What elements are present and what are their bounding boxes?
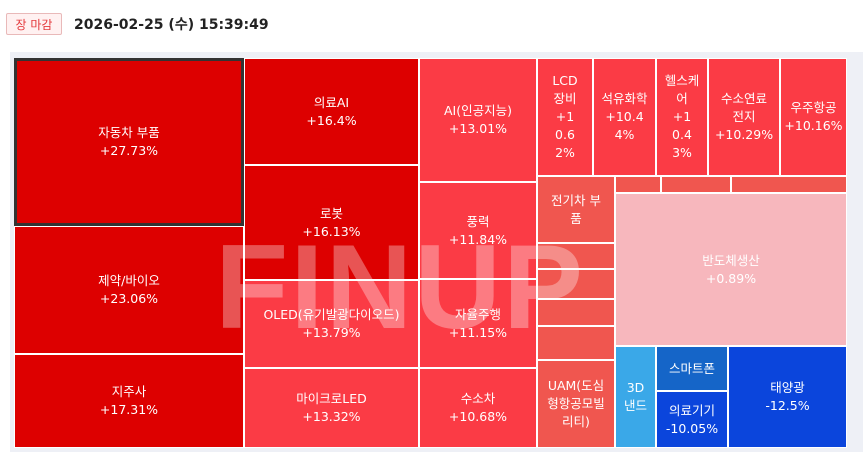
tile-solar[interactable]: 태양광 -12.5% (728, 346, 847, 448)
tile-small-5[interactable] (537, 269, 615, 299)
tile-change: +10.16% (784, 118, 843, 133)
tile-healthcare[interactable]: 헬스케어 +10.43% (656, 58, 708, 176)
tile-change: +10.29% (714, 127, 774, 142)
tile-name: 자율주행 (454, 306, 501, 322)
tile-3d-nand[interactable]: 3D 낸드 (615, 346, 656, 448)
tile-name: 로봇 (319, 205, 343, 221)
sector-treemap: 자동차 부품 +27.73% 제약/바이오 +23.06% 지주사 +17.31… (10, 52, 863, 452)
tile-name: 석유화학 (601, 91, 648, 106)
tile-ai[interactable]: AI(인공지능) +13.01% (419, 58, 537, 182)
tile-pharma-bio[interactable]: 제약/바이오 +23.06% (14, 226, 244, 354)
tile-name: 3D 낸드 (623, 380, 647, 413)
tile-name: OLED(유기발광다이오드) (263, 307, 400, 322)
tile-change: +23.06% (99, 291, 159, 306)
tile-small-1[interactable] (615, 176, 661, 193)
tile-small-2[interactable] (661, 176, 731, 193)
tile-name: 지주사 (111, 384, 147, 399)
tile-small-6[interactable] (537, 299, 615, 326)
tile-change: +0.89% (705, 270, 757, 286)
header-bar: 장 마감 2026-02-25 (수) 15:39:49 (0, 0, 863, 48)
tile-name: 제약/바이오 (98, 273, 160, 288)
tile-lcd-equipment[interactable]: LCD 장비 +10.62% (537, 58, 593, 176)
tile-semiconductor-production[interactable]: 반도체생산 +0.89% (615, 193, 847, 346)
tile-smartphone[interactable]: 스마트폰 (656, 346, 728, 391)
tile-change: +11.15% (448, 324, 508, 340)
tile-autonomous-driving[interactable]: 자율주행 +11.15% (419, 279, 537, 368)
tile-change: -10.05% (665, 420, 719, 436)
tile-petrochemical[interactable]: 석유화학 +10.44% (593, 58, 656, 176)
tile-name: 반도체생산 (702, 252, 760, 268)
tile-name: 수소차 (460, 391, 496, 406)
tile-change: +11.84% (448, 231, 508, 247)
tile-robot[interactable]: 로봇 +16.13% (244, 165, 419, 280)
tile-name: 헬스케어 (664, 73, 700, 106)
tile-aerospace[interactable]: 우주항공 +10.16% (780, 58, 847, 176)
tile-small-3[interactable] (731, 176, 847, 193)
tile-name: 자동차 부품 (98, 125, 160, 140)
tile-name: AI(인공지능) (444, 103, 512, 118)
tile-name: 의료AI (313, 94, 350, 110)
tile-change: +27.73% (99, 143, 159, 158)
tile-hydrogen-fuel-cell[interactable]: 수소연료전지 +10.29% (708, 58, 780, 176)
tile-change: +10.44% (605, 109, 644, 142)
market-status-badge: 장 마감 (6, 13, 62, 35)
tile-name: 풍력 (466, 213, 490, 229)
tile-medical-ai[interactable]: 의료AI +16.4% (244, 58, 419, 165)
tile-name: 태양광 (770, 380, 805, 395)
tile-small-4[interactable] (537, 243, 615, 269)
tile-wind-power[interactable]: 풍력 +11.84% (419, 182, 537, 279)
tile-micro-led[interactable]: 마이크로LED +13.32% (244, 368, 419, 448)
tile-name: 전기차 부품 (551, 192, 601, 226)
tile-name: UAM(도심형항공모빌리티) (547, 378, 605, 429)
tile-medical-devices[interactable]: 의료기기 -10.05% (656, 391, 728, 448)
tile-ev-parts[interactable]: 전기차 부품 (537, 176, 615, 243)
tile-change: +10.68% (448, 409, 508, 424)
tile-change: +13.79% (302, 325, 361, 340)
last-updated-timestamp: 2026-02-25 (수) 15:39:49 (74, 17, 269, 33)
tile-change: +16.13% (302, 223, 361, 239)
tile-change: +10.43% (672, 109, 692, 160)
tile-holding-company[interactable]: 지주사 +17.31% (14, 354, 244, 448)
tile-uam[interactable]: UAM(도심형항공모빌리티) (537, 360, 615, 448)
tile-auto-parts[interactable]: 자동차 부품 +27.73% (14, 58, 244, 226)
tile-small-7[interactable] (537, 326, 615, 360)
tile-name: LCD 장비 (552, 73, 578, 106)
tile-change: +13.32% (302, 409, 361, 424)
tile-name: 마이크로LED (296, 391, 367, 406)
tile-name: 의료기기 (668, 402, 715, 418)
tile-name: 스마트폰 (668, 360, 715, 376)
tile-hydrogen-car[interactable]: 수소차 +10.68% (419, 368, 537, 448)
tile-oled[interactable]: OLED(유기발광다이오드) +13.79% (244, 280, 419, 368)
tile-change: +10.62% (555, 109, 575, 160)
tile-change: +16.4% (306, 112, 357, 128)
tile-name: 수소연료전지 (720, 91, 767, 124)
tile-change: +13.01% (448, 121, 508, 136)
tile-change: -12.5% (765, 398, 810, 413)
tile-change: +17.31% (99, 402, 159, 417)
tile-name: 우주항공 (790, 100, 837, 115)
